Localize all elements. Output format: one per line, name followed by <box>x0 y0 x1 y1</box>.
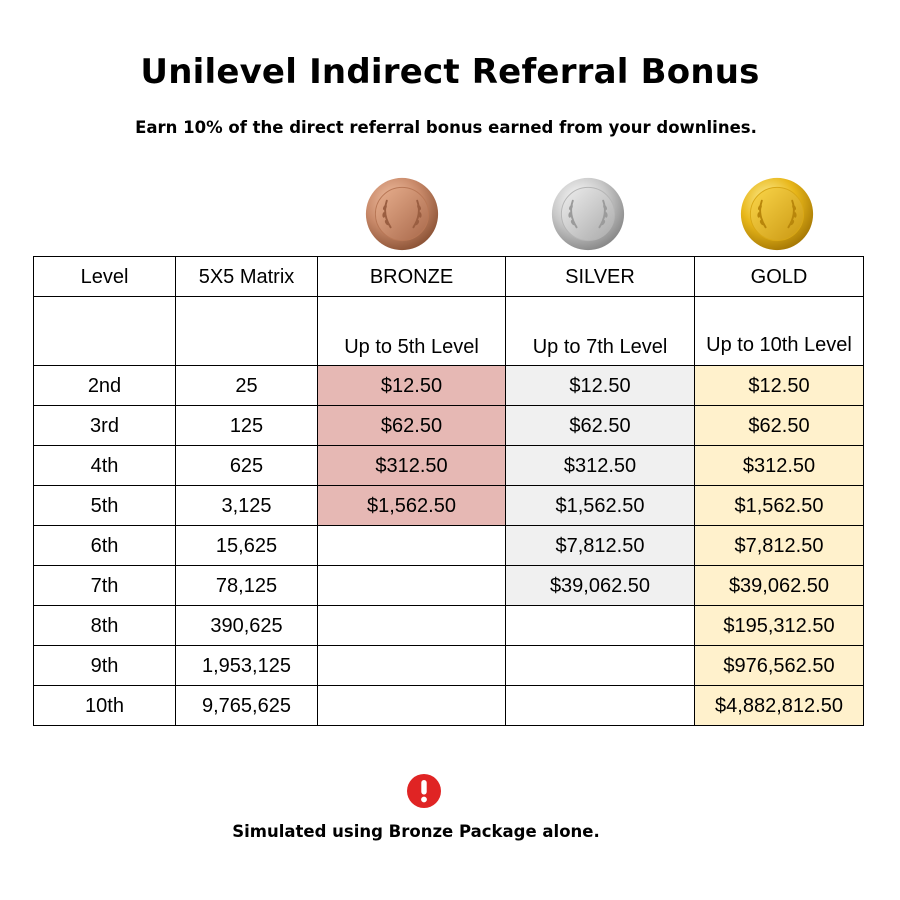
cell-gold: $195,312.50 <box>694 605 864 646</box>
cell-matrix: 625 <box>175 445 318 486</box>
cell-bronze: $1,562.50 <box>317 485 506 526</box>
table-row: 4th 625 $312.50 $312.50 $312.50 <box>33 445 864 486</box>
cell-matrix: 1,953,125 <box>175 645 318 686</box>
table-header-row: Level 5X5 Matrix BRONZE SILVER GOLD <box>33 256 864 297</box>
cell-bronze: $12.50 <box>317 365 506 406</box>
cell-silver <box>505 645 695 686</box>
cell-gold: $976,562.50 <box>694 645 864 686</box>
page-title: Unilevel Indirect Referral Bonus <box>140 52 760 92</box>
header-bronze: BRONZE <box>317 256 506 297</box>
exclamation-alert-icon <box>407 774 441 808</box>
cell-level: 10th <box>33 685 176 726</box>
cell-matrix: 125 <box>175 405 318 446</box>
table-row: 5th 3,125 $1,562.50 $1,562.50 $1,562.50 <box>33 485 864 526</box>
cell-level: 7th <box>33 565 176 606</box>
page-subtitle: Earn 10% of the direct referral bonus ea… <box>135 118 757 137</box>
cell-bronze <box>317 605 506 646</box>
cell-bronze <box>317 685 506 726</box>
cell-level: 4th <box>33 445 176 486</box>
header-silver: SILVER <box>505 256 695 297</box>
header-matrix: 5X5 Matrix <box>175 256 318 297</box>
cell-matrix: 78,125 <box>175 565 318 606</box>
gold-medal-icon <box>737 176 817 252</box>
table-row: 2nd 25 $12.50 $12.50 $12.50 <box>33 365 864 406</box>
package-desc-silver: Up to 7th Level <box>505 296 695 366</box>
cell-gold: $312.50 <box>694 445 864 486</box>
table-row: 3rd 125 $62.50 $62.50 $62.50 <box>33 405 864 446</box>
cell-gold: $39,062.50 <box>694 565 864 606</box>
cell-silver <box>505 605 695 646</box>
cell-silver: $7,812.50 <box>505 525 695 566</box>
cell-matrix: 390,625 <box>175 605 318 646</box>
cell-bronze: $62.50 <box>317 405 506 446</box>
package-desc-level <box>33 296 176 366</box>
cell-gold: $4,882,812.50 <box>694 685 864 726</box>
cell-matrix: 3,125 <box>175 485 318 526</box>
header-level: Level <box>33 256 176 297</box>
package-desc-bronze: Up to 5th Level <box>317 296 506 366</box>
cell-silver: $12.50 <box>505 365 695 406</box>
table-row: 10th 9,765,625 $4,882,812.50 <box>33 685 864 726</box>
silver-medal-icon <box>548 176 628 252</box>
package-desc-gold: Up to 10th Level <box>694 296 864 366</box>
cell-gold: $1,562.50 <box>694 485 864 526</box>
cell-bronze: $312.50 <box>317 445 506 486</box>
cell-level: 3rd <box>33 405 176 446</box>
bonus-table: Level 5X5 Matrix BRONZE SILVER GOLD Up t… <box>33 256 864 726</box>
cell-matrix: 25 <box>175 365 318 406</box>
package-desc-matrix <box>175 296 318 366</box>
cell-silver: $62.50 <box>505 405 695 446</box>
bronze-medal-icon <box>362 176 442 252</box>
table-row: 8th 390,625 $195,312.50 <box>33 605 864 646</box>
cell-gold: $7,812.50 <box>694 525 864 566</box>
cell-silver <box>505 685 695 726</box>
table-row: 9th 1,953,125 $976,562.50 <box>33 645 864 686</box>
cell-silver: $312.50 <box>505 445 695 486</box>
cell-matrix: 15,625 <box>175 525 318 566</box>
table-row: 6th 15,625 $7,812.50 $7,812.50 <box>33 525 864 566</box>
cell-gold: $12.50 <box>694 365 864 406</box>
package-description-row: Up to 5th Level Up to 7th Level Up to 10… <box>33 296 864 366</box>
cell-level: 5th <box>33 485 176 526</box>
cell-level: 6th <box>33 525 176 566</box>
cell-level: 8th <box>33 605 176 646</box>
cell-silver: $1,562.50 <box>505 485 695 526</box>
cell-bronze <box>317 525 506 566</box>
cell-level: 9th <box>33 645 176 686</box>
cell-silver: $39,062.50 <box>505 565 695 606</box>
cell-bronze <box>317 645 506 686</box>
cell-matrix: 9,765,625 <box>175 685 318 726</box>
simulation-note: Simulated using Bronze Package alone. <box>232 822 600 841</box>
cell-level: 2nd <box>33 365 176 406</box>
cell-gold: $62.50 <box>694 405 864 446</box>
table-row: 7th 78,125 $39,062.50 $39,062.50 <box>33 565 864 606</box>
cell-bronze <box>317 565 506 606</box>
header-gold: GOLD <box>694 256 864 297</box>
